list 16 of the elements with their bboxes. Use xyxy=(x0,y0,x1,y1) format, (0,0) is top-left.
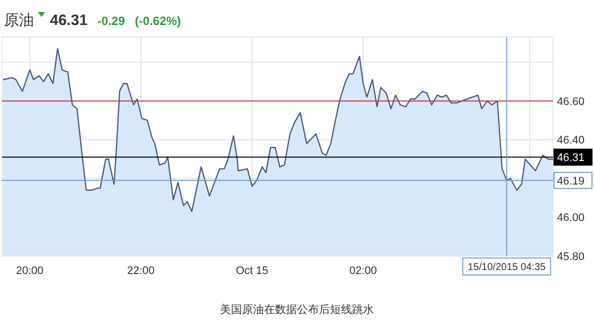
x-tick-label: 02:00 xyxy=(349,265,377,277)
y-tick-label: 46.60 xyxy=(557,96,585,108)
x-tick-label: Oct 15 xyxy=(236,265,268,277)
ref-line-label: 15/10/2015 04:35 xyxy=(468,262,546,273)
ref-line-label: 46.31 xyxy=(557,152,585,164)
x-tick-label: 20:00 xyxy=(16,265,44,277)
y-tick-label: 45.80 xyxy=(557,251,585,263)
y-tick-label: 46.00 xyxy=(557,212,585,224)
text: 46.31 xyxy=(50,12,88,29)
text: (-0.62%) xyxy=(134,14,181,28)
x-tick-label: 22:00 xyxy=(127,265,155,277)
text: 美国原油在数据公布后短线跳水 xyxy=(220,303,374,316)
chart-title: 原油 xyxy=(4,12,34,29)
ref-line-label: 46.19 xyxy=(557,175,585,188)
text: -0.29 xyxy=(98,14,126,28)
y-tick-label: 46.40 xyxy=(557,134,585,147)
